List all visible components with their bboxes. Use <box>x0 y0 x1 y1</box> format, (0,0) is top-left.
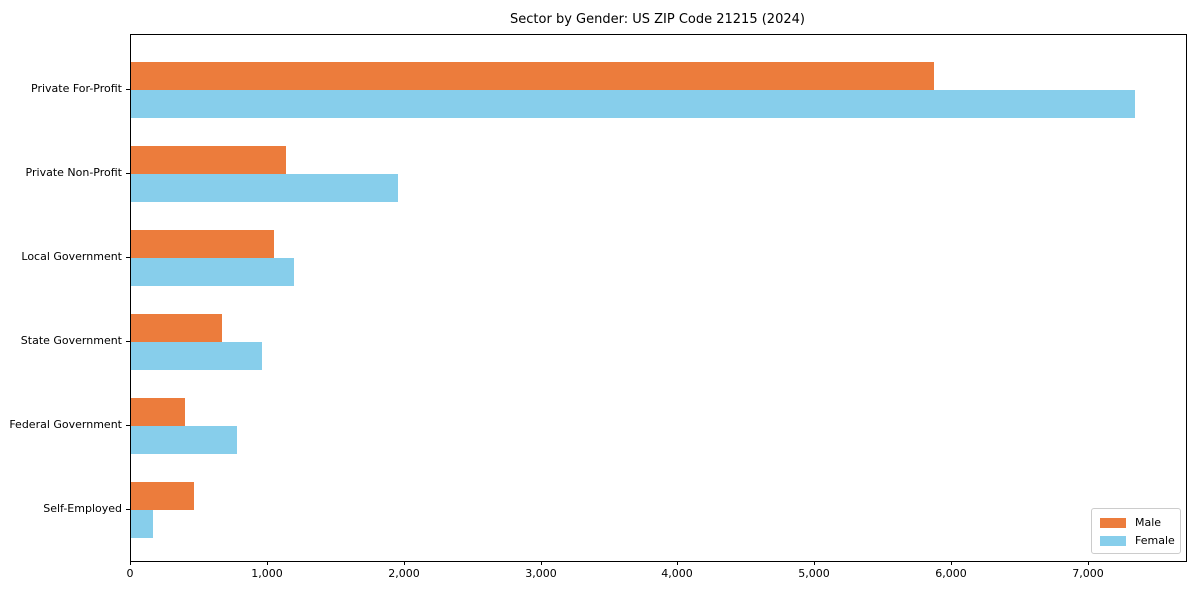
xtick-label: 0 <box>126 567 134 580</box>
bar-female-1 <box>131 90 1135 118</box>
legend-swatch-female <box>1100 535 1126 546</box>
ytick-label: Private For-Profit <box>31 82 122 95</box>
bar-male-2 <box>131 146 286 174</box>
bar-female-4 <box>131 342 262 370</box>
ytick-label: Local Government <box>21 250 122 263</box>
ytick-mark <box>126 257 130 258</box>
xtick-label: 3,000 <box>525 567 557 580</box>
legend-swatch-male <box>1100 517 1126 528</box>
ytick-label: Self-Employed <box>43 502 122 515</box>
bar-female-5 <box>131 426 237 454</box>
ytick-label: Federal Government <box>9 418 122 431</box>
bar-male-1 <box>131 62 934 90</box>
bar-female-3 <box>131 258 294 286</box>
bar-female-6 <box>131 510 153 538</box>
bar-male-4 <box>131 314 222 342</box>
xtick-mark <box>541 561 542 565</box>
xtick-mark <box>404 561 405 565</box>
xtick-label: 4,000 <box>661 567 693 580</box>
bar-male-3 <box>131 230 274 258</box>
xtick-label: 5,000 <box>798 567 830 580</box>
ytick-label: Private Non-Profit <box>25 166 122 179</box>
bar-female-2 <box>131 174 398 202</box>
xtick-mark <box>267 561 268 565</box>
xtick-mark <box>814 561 815 565</box>
ytick-mark <box>126 425 130 426</box>
legend-entry-female: Female <box>1100 533 1175 548</box>
xtick-label: 2,000 <box>388 567 420 580</box>
legend-label-female: Female <box>1135 533 1175 547</box>
ytick-mark <box>126 341 130 342</box>
legend: Male Female <box>1091 508 1181 554</box>
xtick-label: 7,000 <box>1072 567 1104 580</box>
legend-label-male: Male <box>1135 515 1162 529</box>
ytick-mark <box>126 173 130 174</box>
bar-male-6 <box>131 482 194 510</box>
plot-area <box>130 34 1187 562</box>
ytick-label: State Government <box>20 334 122 347</box>
xtick-mark <box>951 561 952 565</box>
legend-entry-male: Male <box>1100 515 1172 530</box>
ytick-mark <box>126 89 130 90</box>
xtick-mark <box>1088 561 1089 565</box>
chart-title: Sector by Gender: US ZIP Code 21215 (202… <box>510 12 805 27</box>
xtick-mark <box>130 561 131 565</box>
ytick-mark <box>126 509 130 510</box>
xtick-mark <box>677 561 678 565</box>
xtick-label: 6,000 <box>935 567 967 580</box>
xtick-label: 1,000 <box>251 567 283 580</box>
bar-male-5 <box>131 398 185 426</box>
